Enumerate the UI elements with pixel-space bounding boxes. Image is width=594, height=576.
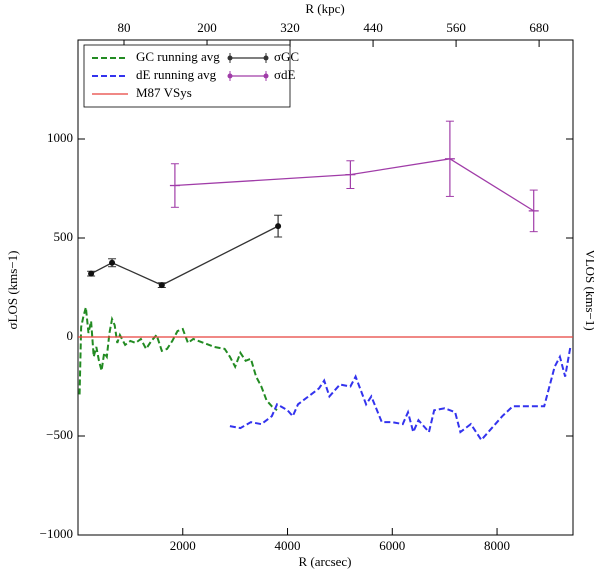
legend-label: σGC — [274, 49, 299, 64]
point — [109, 259, 116, 266]
legend-label: GC running avg — [136, 49, 220, 64]
x2-tick-label: 440 — [363, 20, 383, 35]
y2-axis-label: VLOS (kms−1) — [583, 249, 594, 330]
y-tick-label: 1000 — [47, 130, 73, 145]
x-tick-label: 6000 — [379, 538, 405, 553]
legend-swatch — [227, 73, 233, 79]
legend-label: σdE — [274, 67, 296, 82]
sigma-line — [174, 158, 535, 212]
legend-swatch — [263, 73, 269, 79]
x-tick-label: 4000 — [275, 538, 301, 553]
point — [275, 223, 282, 230]
y-tick-label: −1000 — [40, 526, 73, 541]
x2-tick-label: 80 — [118, 20, 131, 35]
x-tick-label: 8000 — [484, 538, 510, 553]
y-axis-label: σLOS (kms−1) — [5, 251, 20, 330]
point — [88, 270, 95, 277]
sigma-line — [90, 225, 279, 286]
top-axis-label: R (kpc) — [305, 1, 344, 16]
y-tick-label: −500 — [46, 427, 73, 442]
legend-label: M87 VSys — [136, 85, 192, 100]
point — [158, 282, 165, 289]
y-tick-label: 500 — [54, 229, 74, 244]
x-axis-label: R (arcsec) — [298, 554, 351, 569]
legend-swatch — [263, 55, 269, 61]
x2-tick-label: 320 — [280, 20, 300, 35]
legend-label: dE running avg — [136, 67, 217, 82]
running-avg-line — [229, 346, 572, 442]
legend-swatch — [227, 55, 233, 61]
x2-tick-label: 200 — [197, 20, 217, 35]
x-tick-label: 2000 — [170, 538, 196, 553]
running-avg-line — [78, 307, 278, 412]
y-tick-label: 0 — [67, 328, 74, 343]
x2-tick-label: 680 — [529, 20, 549, 35]
plot-frame — [77, 39, 574, 536]
x2-tick-label: 560 — [446, 20, 466, 35]
